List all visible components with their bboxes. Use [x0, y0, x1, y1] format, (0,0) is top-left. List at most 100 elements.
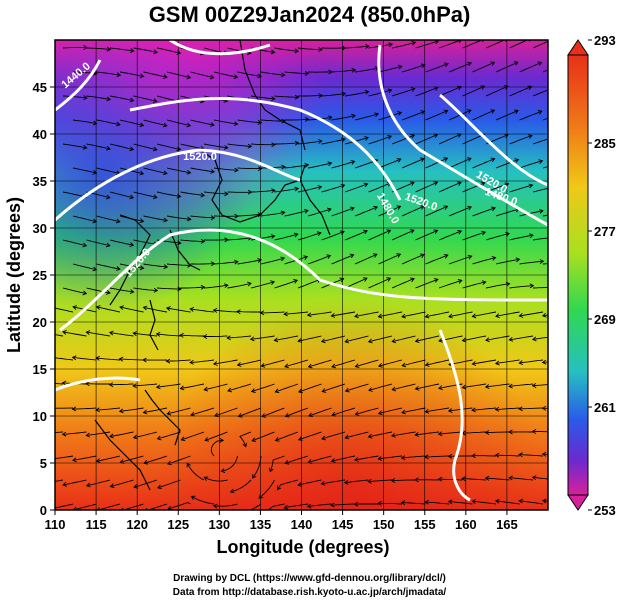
streamline-arrowhead — [293, 232, 299, 238]
streamline-arrowhead — [401, 362, 407, 368]
streamline — [156, 383, 181, 388]
streamline — [109, 287, 134, 293]
streamline — [308, 407, 332, 417]
streamline-arrowhead — [467, 205, 472, 211]
x-tick-label: 140 — [291, 517, 313, 532]
streamline-arrowhead — [397, 64, 403, 70]
streamline — [542, 361, 548, 363]
streamline-arrowhead — [396, 205, 402, 210]
streamline — [109, 95, 134, 102]
streamline-arrowhead — [72, 305, 78, 310]
streamline — [237, 167, 262, 170]
streamline-arrowhead — [129, 242, 135, 248]
streamline — [275, 431, 299, 441]
streamline — [331, 254, 354, 265]
streamline — [495, 110, 519, 121]
streamline — [190, 359, 215, 364]
streamline-arrowhead — [443, 205, 449, 210]
colorbar-top-arrow — [567, 39, 589, 56]
streamline — [143, 306, 168, 313]
streamline — [485, 383, 510, 388]
streamline-arrowhead — [177, 240, 182, 246]
x-tick-label: 110 — [45, 517, 66, 532]
streamline — [143, 71, 168, 78]
streamline — [438, 230, 462, 241]
streamline — [321, 431, 346, 440]
streamline — [532, 431, 548, 433]
streamline-arrowhead — [328, 115, 333, 121]
streamline-arrowhead — [162, 122, 168, 128]
streamline — [532, 336, 548, 340]
streamline — [401, 110, 425, 121]
streamline — [119, 71, 144, 77]
streamline-arrowhead — [341, 137, 346, 143]
streamline-arrowhead — [176, 193, 182, 199]
streamline — [284, 118, 309, 121]
streamline — [62, 95, 87, 99]
streamline-arrowhead — [210, 122, 215, 127]
streamline-arrowhead — [108, 382, 114, 388]
streamline — [55, 357, 74, 361]
streamline-arrowhead — [326, 254, 332, 259]
streamline-arrowhead — [320, 480, 326, 486]
streamline-arrowhead — [250, 388, 256, 393]
streamline — [62, 239, 87, 247]
streamline-arrowhead — [387, 134, 393, 140]
streamline-arrowhead — [257, 120, 263, 125]
streamline-arrowhead — [165, 306, 171, 311]
streamline-arrowhead — [119, 305, 124, 311]
streamline — [297, 232, 322, 241]
streamline — [542, 69, 548, 73]
streamline — [277, 479, 299, 490]
streamline-arrowhead — [321, 435, 327, 441]
streamline-arrowhead — [420, 110, 426, 115]
streamline-arrowhead — [95, 305, 101, 310]
streamline-arrowhead — [39, 431, 43, 435]
streamline-arrowhead — [284, 459, 290, 465]
streamline-arrowhead — [294, 94, 300, 100]
streamline — [119, 167, 144, 175]
streamline — [378, 158, 401, 169]
streamline-arrowhead — [234, 167, 239, 173]
streamline — [190, 263, 215, 265]
streamline — [401, 205, 425, 217]
streamline-arrowhead — [354, 363, 360, 369]
streamline — [485, 85, 509, 97]
streamline-arrowhead — [189, 359, 194, 365]
streamline-arrowhead — [62, 329, 67, 335]
streamline-arrowhead — [363, 182, 369, 188]
streamline — [532, 138, 548, 145]
streamline-arrowhead — [537, 61, 543, 66]
streamline-arrowhead — [220, 468, 226, 474]
streamline-arrowhead — [539, 208, 544, 214]
streamline — [251, 383, 275, 393]
streamline — [297, 278, 321, 289]
streamline-arrowhead — [219, 438, 225, 443]
streamline-arrowhead — [284, 363, 289, 369]
streamline-arrowhead — [186, 74, 192, 80]
streamline-arrowhead — [508, 383, 513, 389]
streamline-arrowhead — [271, 188, 276, 194]
streamline-arrowhead — [155, 331, 161, 337]
streamline — [519, 260, 544, 265]
streamline — [72, 263, 97, 271]
streamline-arrowhead — [467, 254, 473, 260]
streamline-arrowhead — [85, 482, 91, 488]
streamline-arrowhead — [283, 504, 289, 510]
streamline-arrowhead — [513, 61, 519, 66]
streamline-arrowhead — [367, 478, 372, 484]
streamline-arrowhead — [223, 283, 229, 289]
streamline-arrowhead — [106, 46, 112, 52]
streamline-arrowhead — [518, 452, 523, 458]
streamline-arrowhead — [318, 93, 323, 98]
streamline-arrowhead — [186, 462, 191, 468]
streamline-arrowhead — [304, 71, 310, 76]
streamline — [227, 143, 252, 147]
streamline-arrowhead — [283, 311, 288, 317]
streamline-arrowhead — [471, 453, 476, 459]
y-tick-label: 20 — [33, 315, 47, 330]
streamline-arrowhead — [344, 338, 350, 344]
streamline — [297, 186, 322, 193]
streamline — [72, 356, 97, 361]
streamline — [55, 431, 64, 433]
